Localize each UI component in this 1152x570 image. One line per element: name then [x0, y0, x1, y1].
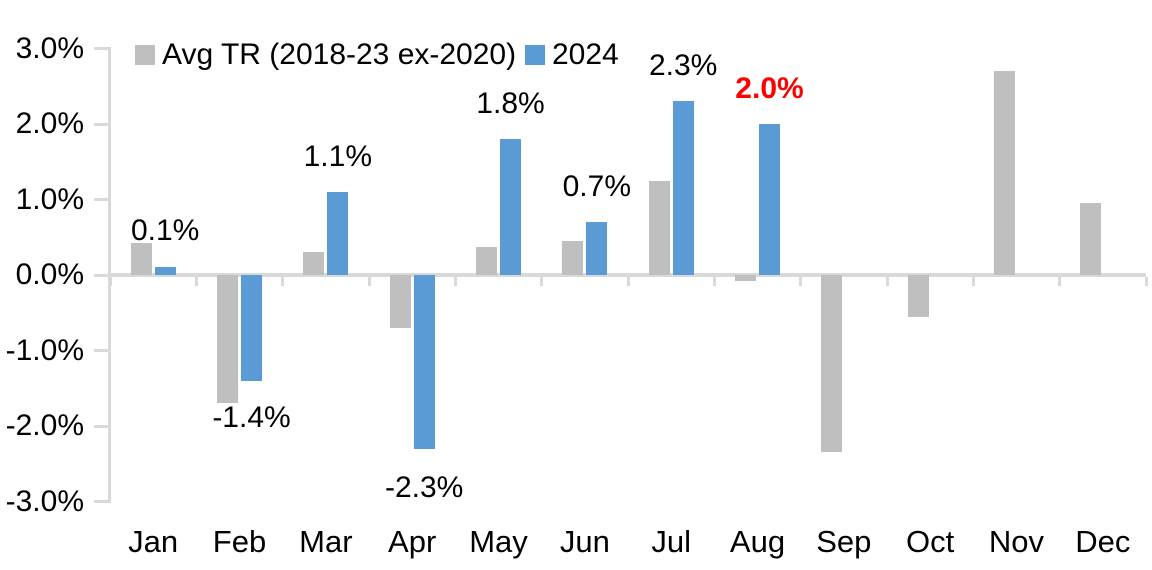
y-tick-mark — [94, 273, 111, 277]
data-label-aug: 2.0% — [735, 72, 804, 105]
x-tick-label-apr: Apr — [388, 524, 437, 559]
category-tick-mark — [281, 277, 285, 286]
y-tick-label--20: -2.0% — [5, 409, 84, 442]
bar-avg-nov — [994, 71, 1015, 275]
x-tick-label-mar: Mar — [299, 524, 353, 559]
x-tick-label-feb: Feb — [212, 524, 267, 559]
bar-avg-dec — [1080, 203, 1102, 275]
y-tick-label-30: 3.0% — [15, 31, 84, 65]
bar-avg-apr — [389, 275, 411, 328]
y-tick-label-20: 2.0% — [15, 107, 84, 140]
zero-axis-line — [108, 273, 1146, 277]
bar-2024-jun — [586, 222, 608, 275]
bar-avg-oct — [907, 275, 929, 317]
y-tick-mark — [94, 349, 111, 352]
category-tick-mark — [453, 277, 457, 286]
bar-avg-mar — [303, 252, 325, 275]
y-tick-label--10: -1.0% — [5, 333, 84, 367]
category-tick-mark — [1144, 277, 1148, 286]
data-label-jan: 0.1% — [130, 214, 200, 248]
data-label-may: 1.8% — [476, 87, 545, 121]
bar-2024-mar — [327, 191, 349, 275]
x-tick-label-jun: Jun — [559, 524, 610, 559]
y-tick-label-10: 1.0% — [15, 182, 84, 216]
category-tick-mark — [799, 277, 803, 286]
bar-2024-jan — [154, 267, 176, 275]
y-tick-label-00: 0.0% — [15, 258, 84, 291]
y-tick-mark — [94, 424, 111, 428]
x-tick-label-jan: Jan — [128, 524, 179, 559]
x-tick-label-oct: Oct — [906, 524, 955, 559]
x-tick-label-sep: Sep — [816, 524, 872, 559]
y-tick-mark — [94, 47, 111, 50]
y-tick-mark — [94, 198, 111, 201]
bar-2024-jul — [672, 101, 694, 275]
bar-2024-may — [500, 139, 521, 275]
bar-2024-feb — [241, 275, 262, 381]
legend-swatch-2024 — [525, 45, 545, 65]
category-tick-mark — [108, 277, 112, 286]
bar-avg-jun — [562, 241, 584, 275]
x-tick-label-jul: Jul — [651, 524, 691, 559]
y-tick-label--30: -3.0% — [5, 484, 84, 518]
category-tick-mark — [971, 277, 975, 286]
category-tick-mark — [885, 277, 889, 286]
bar-avg-jul — [648, 180, 670, 275]
bar-avg-jan — [130, 243, 152, 275]
bar-avg-aug — [735, 275, 756, 282]
legend-label-avg: Avg TR (2018-23 ex-2020) — [162, 38, 517, 71]
data-label-feb: -1.4% — [212, 401, 291, 435]
data-label-jun: 0.7% — [562, 170, 632, 204]
bar-2024-apr — [413, 275, 435, 449]
x-tick-label-may: May — [469, 524, 528, 559]
bar-avg-sep — [821, 275, 843, 453]
y-tick-mark — [94, 500, 111, 503]
legend-label-2024: 2024 — [552, 38, 619, 71]
x-tick-label-aug: Aug — [729, 524, 786, 559]
bar-avg-feb — [217, 275, 238, 404]
data-label-mar: 1.1% — [303, 139, 373, 173]
data-label-apr: -2.3% — [384, 470, 464, 504]
x-tick-label-nov: Nov — [988, 524, 1045, 559]
legend-swatch-avg — [135, 45, 155, 65]
category-tick-mark — [1058, 277, 1062, 286]
category-tick-mark — [367, 277, 371, 286]
bar-avg-may — [476, 247, 497, 275]
bar-2024-aug — [759, 124, 780, 275]
data-label-jul: 2.3% — [648, 49, 718, 83]
category-tick-mark — [626, 277, 630, 286]
category-tick-mark — [194, 277, 198, 286]
category-tick-mark — [540, 277, 544, 286]
x-tick-label-dec: Dec — [1075, 524, 1131, 559]
y-tick-mark — [94, 122, 111, 126]
category-tick-mark — [712, 277, 716, 286]
